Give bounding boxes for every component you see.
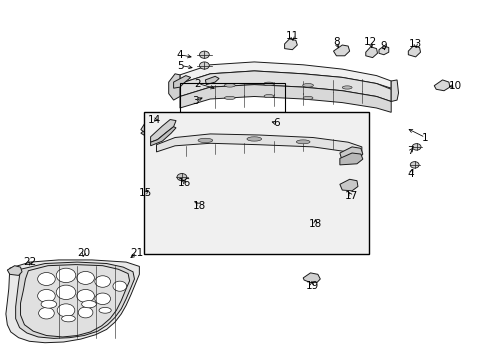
Text: 15: 15 — [139, 188, 152, 198]
Circle shape — [39, 307, 54, 319]
Polygon shape — [156, 134, 361, 156]
Circle shape — [199, 51, 209, 58]
Text: 21: 21 — [130, 248, 143, 258]
Circle shape — [95, 293, 110, 305]
Polygon shape — [150, 120, 176, 142]
Text: 5: 5 — [177, 60, 184, 71]
Polygon shape — [433, 80, 449, 91]
Text: 16: 16 — [178, 178, 191, 188]
Circle shape — [38, 289, 55, 302]
Circle shape — [77, 289, 94, 302]
Polygon shape — [180, 85, 390, 112]
Ellipse shape — [246, 137, 261, 141]
Text: 6: 6 — [272, 118, 279, 128]
Text: 7: 7 — [407, 146, 413, 156]
Ellipse shape — [224, 96, 235, 100]
Polygon shape — [20, 265, 129, 337]
Text: 1: 1 — [421, 132, 428, 143]
Polygon shape — [407, 46, 420, 57]
Ellipse shape — [296, 140, 309, 144]
Circle shape — [78, 307, 93, 318]
Bar — [144, 112, 368, 254]
Ellipse shape — [61, 315, 75, 322]
Polygon shape — [339, 147, 362, 161]
Polygon shape — [284, 39, 297, 50]
Text: 22: 22 — [23, 257, 37, 267]
Circle shape — [56, 285, 76, 300]
Text: 10: 10 — [448, 81, 461, 91]
Circle shape — [411, 144, 420, 150]
Ellipse shape — [302, 84, 313, 87]
Ellipse shape — [264, 94, 273, 98]
Polygon shape — [390, 80, 398, 102]
Circle shape — [95, 276, 110, 287]
Polygon shape — [303, 273, 320, 283]
Circle shape — [276, 119, 285, 126]
Text: 13: 13 — [408, 39, 422, 49]
Polygon shape — [141, 125, 173, 136]
Bar — [180, 83, 285, 112]
Text: 11: 11 — [285, 31, 299, 41]
Polygon shape — [180, 62, 390, 88]
Circle shape — [57, 304, 75, 317]
Ellipse shape — [303, 96, 312, 100]
Polygon shape — [16, 262, 134, 338]
Polygon shape — [378, 46, 388, 55]
Circle shape — [113, 281, 126, 291]
Text: 14: 14 — [147, 114, 161, 125]
Text: 17: 17 — [344, 191, 357, 201]
Polygon shape — [150, 127, 176, 146]
Text: 20: 20 — [78, 248, 90, 258]
Circle shape — [199, 62, 209, 69]
Circle shape — [177, 174, 186, 181]
Polygon shape — [180, 71, 390, 102]
Text: 19: 19 — [305, 281, 318, 291]
Polygon shape — [333, 45, 349, 56]
Polygon shape — [173, 76, 190, 88]
Polygon shape — [141, 120, 173, 133]
Circle shape — [56, 268, 76, 283]
Text: 12: 12 — [363, 37, 377, 48]
Polygon shape — [7, 266, 22, 275]
Polygon shape — [365, 47, 377, 58]
Text: 3: 3 — [192, 96, 199, 106]
Polygon shape — [168, 74, 180, 100]
Text: 18: 18 — [192, 201, 206, 211]
Circle shape — [77, 271, 94, 284]
Ellipse shape — [198, 138, 212, 143]
Ellipse shape — [81, 301, 96, 308]
Text: 8: 8 — [332, 37, 339, 48]
Text: 2: 2 — [194, 78, 201, 89]
Polygon shape — [307, 218, 323, 228]
Ellipse shape — [263, 82, 274, 86]
Circle shape — [409, 162, 418, 168]
Ellipse shape — [99, 307, 111, 313]
Text: 4: 4 — [407, 168, 413, 179]
Polygon shape — [339, 179, 357, 191]
Polygon shape — [205, 76, 219, 85]
Polygon shape — [6, 260, 139, 343]
Ellipse shape — [224, 84, 235, 87]
Text: 4: 4 — [176, 50, 183, 60]
Circle shape — [38, 273, 55, 285]
Ellipse shape — [342, 86, 351, 89]
Polygon shape — [339, 153, 362, 165]
Text: 18: 18 — [308, 219, 322, 229]
Text: 9: 9 — [380, 41, 386, 51]
Ellipse shape — [41, 300, 57, 308]
